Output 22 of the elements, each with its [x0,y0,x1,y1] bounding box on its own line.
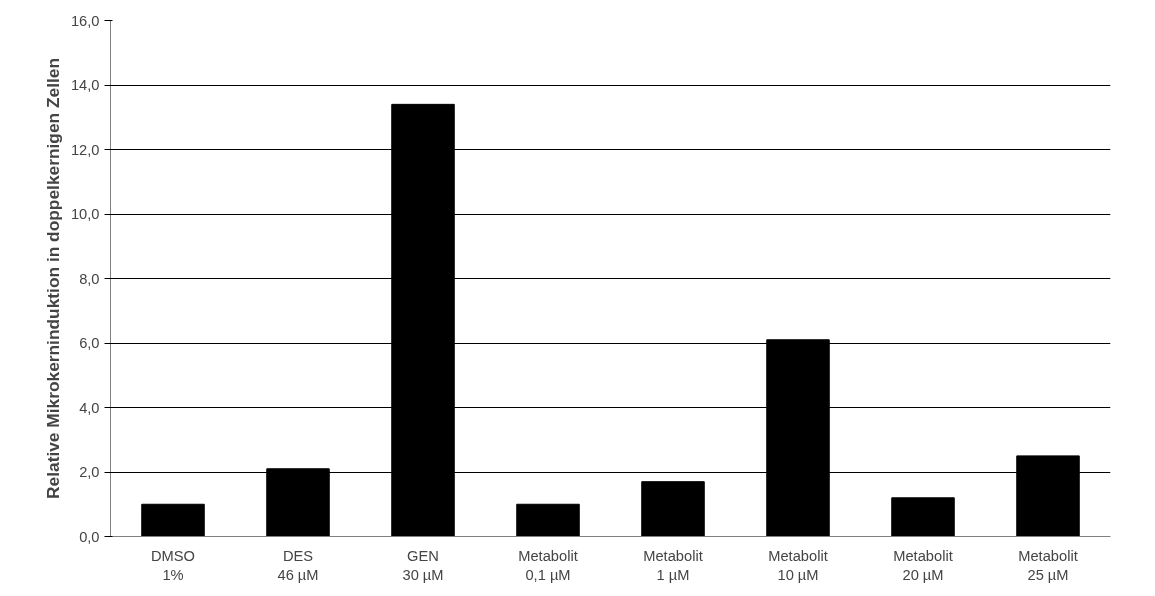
x-tick-label: Metabolit 10 µM [768,547,828,583]
y-tick-label: 8,0 [79,270,100,287]
x-tick-label: Metabolit 20 µM [893,547,953,583]
y-tick-label: 10,0 [70,206,100,222]
y-tick-label: 12,0 [70,141,100,158]
y-tick-label: 2,0 [79,464,100,480]
y-tick-label: 6,0 [79,335,100,351]
y-tick-label: 14,0 [70,77,100,93]
x-tick-label: GEN 30 µM [402,547,444,583]
bar [141,503,205,537]
x-tick-label: DES 46 µM [277,547,319,583]
bar [891,497,955,537]
x-tick-label: Metabolit 0,1 µM [518,547,578,583]
y-axis-title: Relative Mikrokerninduktion in doppelkernigen Zellen [42,58,63,499]
x-tick-label: Metabolit 1 µM [643,547,703,583]
x-tick-label: Metabolit 25 µM [1018,547,1078,583]
y-tick-label: 4,0 [79,399,100,416]
y-tick-label: 0,0 [79,528,100,545]
x-tick-label: DMSO 1% [151,547,195,583]
bar [516,503,580,537]
y-tick-label: 16,0 [70,12,100,29]
bar [641,481,705,537]
